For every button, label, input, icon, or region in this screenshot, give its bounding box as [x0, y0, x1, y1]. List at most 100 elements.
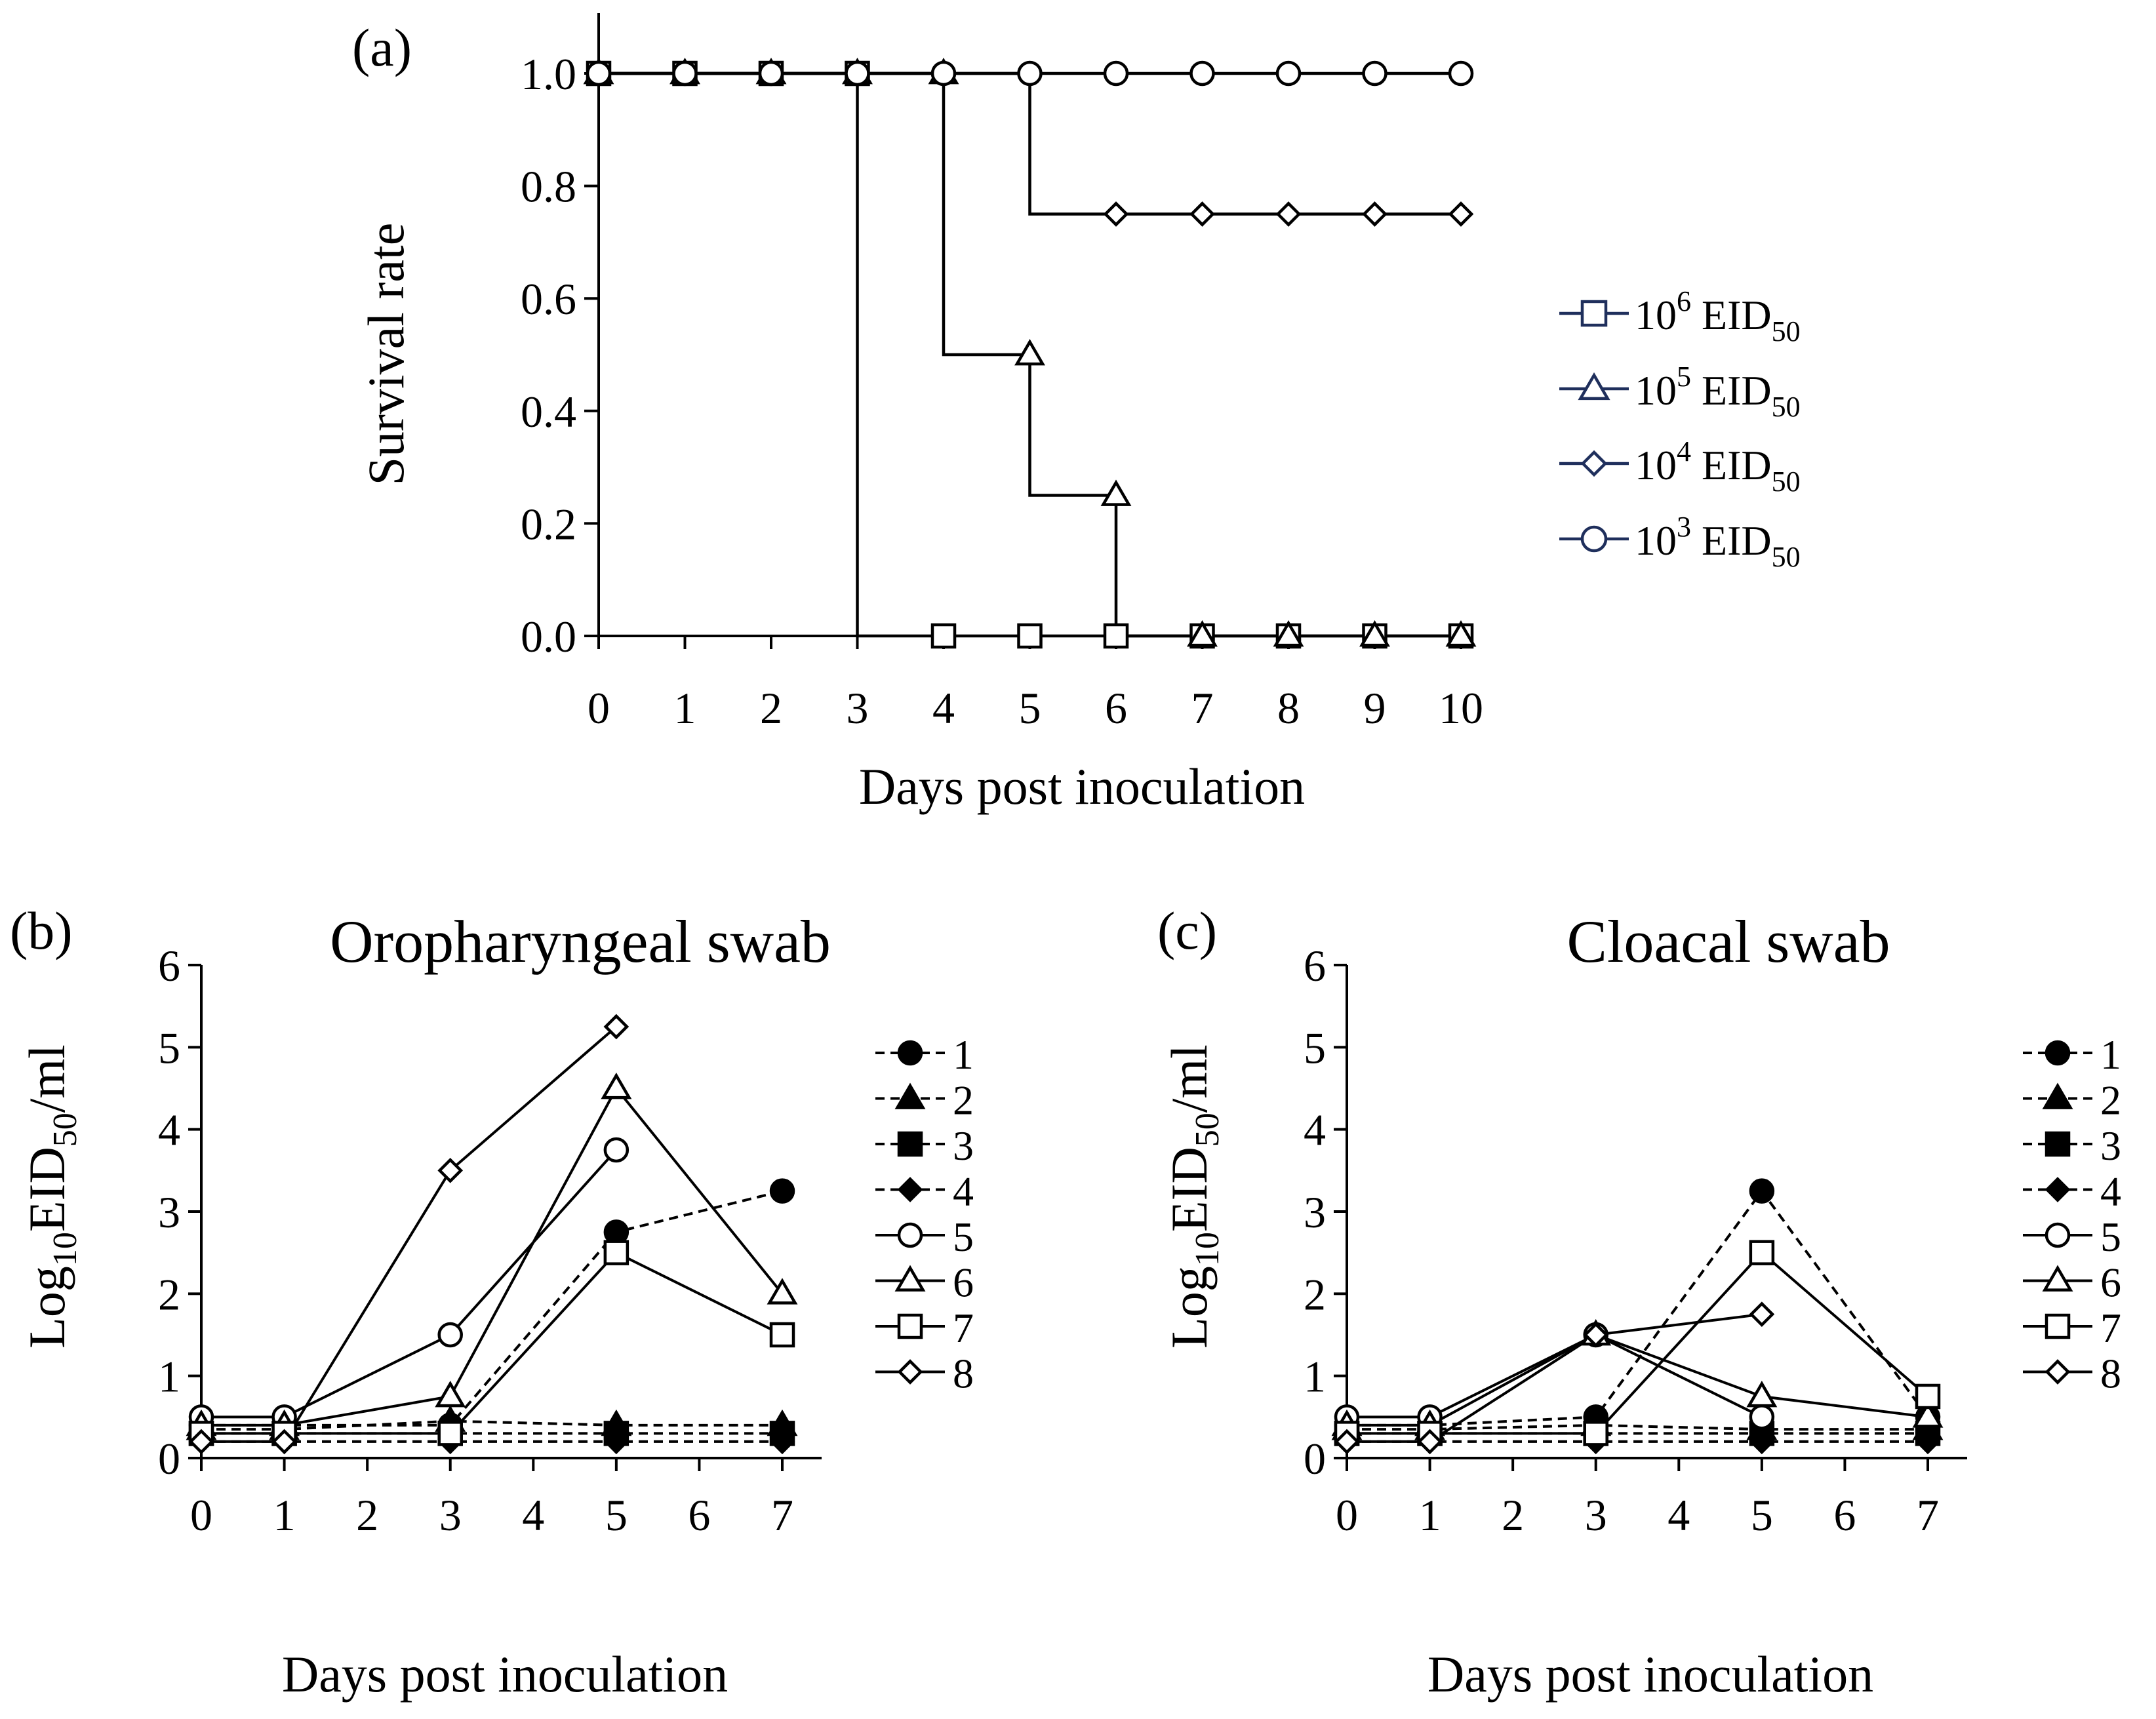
x-tick-label: 6	[1833, 1490, 1856, 1540]
square-point	[930, 623, 957, 649]
legend-marker-circle	[1580, 525, 1608, 553]
series-6-point	[767, 1278, 798, 1305]
series-line-square	[599, 71, 1461, 638]
series-5-point	[437, 1322, 463, 1348]
legend-marker-5	[2045, 1222, 2071, 1248]
y-tick-label: 0.6	[521, 274, 576, 324]
circle-point	[1275, 60, 1302, 87]
x-tick-label: 6	[688, 1490, 710, 1540]
circle-point	[586, 60, 612, 87]
series-line-5	[1347, 1333, 1763, 1419]
circle-point	[845, 60, 870, 87]
y-tick-label: 4	[158, 1105, 180, 1155]
square-icon	[1580, 300, 1608, 327]
x-tick-label: 3	[1585, 1490, 1607, 1540]
legend-marker-square	[1580, 300, 1608, 327]
x-axis-title: Days post inoculation	[282, 1646, 728, 1703]
square-point	[1103, 623, 1129, 649]
series-6-point	[435, 1380, 466, 1408]
circle-point	[930, 60, 957, 87]
triangle-point	[1359, 620, 1390, 647]
diamond-point	[1275, 201, 1302, 227]
legend-marker-1	[897, 1040, 923, 1066]
x-tick-label: 3	[847, 683, 869, 733]
legend-label-3: 3	[953, 1122, 974, 1169]
legend-label-4: 4	[2100, 1168, 2121, 1215]
series-4-point	[603, 1429, 629, 1455]
legend-marker-diamond	[1580, 450, 1608, 477]
y-tick-label: 0.8	[521, 162, 576, 212]
y-axis-title: Log10EID50/ml	[1161, 1044, 1226, 1349]
series-7-point	[1749, 1240, 1775, 1265]
panel-label: (c)	[1157, 901, 1217, 960]
legend-label: 105 EID50	[1635, 361, 1801, 423]
legend-marker-triangle	[1578, 372, 1610, 401]
circle-point	[1103, 60, 1129, 87]
series-5-point	[1749, 1404, 1775, 1430]
y-tick-label: 4	[1304, 1105, 1326, 1155]
y-tick-label: 6	[158, 941, 180, 991]
x-tick-label: 7	[1917, 1490, 1939, 1540]
x-tick-label: 6	[1105, 683, 1127, 733]
x-tick-label: 5	[1751, 1490, 1773, 1540]
panel-a-survival-chart: (a) 0.0 0.2 0.4 0.6 0.8 1.0 0 1 2 3 4 5 6 7 8 9 10 Days po…	[352, 13, 1801, 815]
series-4-point	[1749, 1429, 1775, 1455]
x-tick-label: 2	[356, 1490, 378, 1540]
x-tick-label: 7	[771, 1490, 793, 1540]
series-8-point	[1583, 1322, 1609, 1348]
legend-label-5: 5	[2100, 1214, 2121, 1260]
x-tick-label: 1	[674, 683, 696, 733]
y-tick-label: 5	[1304, 1023, 1326, 1073]
series-4-point	[1915, 1429, 1941, 1455]
series-line-8	[1347, 1313, 1763, 1443]
y-tick-label: 0	[1304, 1434, 1326, 1484]
y-tick-label: 5	[158, 1023, 180, 1073]
series-8-point	[271, 1429, 297, 1455]
y-tick-label: 6	[1304, 941, 1326, 991]
x-tick-label: 1	[273, 1490, 296, 1540]
triangle-icon	[1578, 372, 1610, 401]
diamond-point	[1103, 201, 1129, 227]
legend-marker-8	[2045, 1359, 2071, 1385]
legend-label-6: 6	[953, 1259, 974, 1306]
series-6-point	[601, 1072, 632, 1099]
legend-marker-2	[2042, 1082, 2073, 1109]
series-6-point	[1746, 1380, 1778, 1408]
x-tick-label: 0	[190, 1490, 212, 1540]
y-tick-label: 1	[1304, 1352, 1326, 1402]
series-line-8	[201, 1025, 618, 1443]
legend-marker-4	[897, 1177, 923, 1202]
series-5-point	[603, 1137, 629, 1163]
panel-label: (b)	[10, 901, 73, 960]
triangle-point	[1445, 620, 1477, 647]
circle-point	[1189, 60, 1215, 87]
x-tick-label: 2	[760, 683, 782, 733]
legend-marker-7	[897, 1313, 923, 1339]
legend-marker-1	[2045, 1040, 2071, 1066]
legend-label-1: 1	[2100, 1031, 2121, 1078]
legend-label: 104 EID50	[1635, 435, 1801, 498]
x-tick-label: 7	[1191, 683, 1214, 733]
legend-marker-7	[2045, 1313, 2071, 1339]
legend-marker-3	[2045, 1131, 2071, 1157]
y-tick-label: 1.0	[521, 49, 576, 99]
x-tick-label: 0	[1336, 1490, 1358, 1540]
circle-point	[1448, 60, 1474, 87]
series-8-point	[603, 1014, 629, 1040]
series-8-point	[1749, 1301, 1775, 1327]
legend-marker-3	[897, 1131, 923, 1157]
legend-marker-6	[2042, 1265, 2073, 1292]
legend-marker-5	[897, 1222, 923, 1248]
x-tick-label: 10	[1439, 683, 1483, 733]
series-line-5	[201, 1149, 618, 1419]
series-4-point	[769, 1429, 795, 1455]
y-axis-title: Survival rate	[357, 223, 414, 486]
series-1-point	[1749, 1178, 1775, 1204]
panel-a-label: (a)	[352, 18, 412, 77]
x-tick-label: 4	[1667, 1490, 1690, 1540]
x-tick-label: 1	[1419, 1490, 1441, 1540]
y-tick-label: 0.2	[521, 499, 576, 549]
legend-label: 103 EID50	[1635, 511, 1801, 573]
y-tick-label: 0	[158, 1434, 180, 1484]
